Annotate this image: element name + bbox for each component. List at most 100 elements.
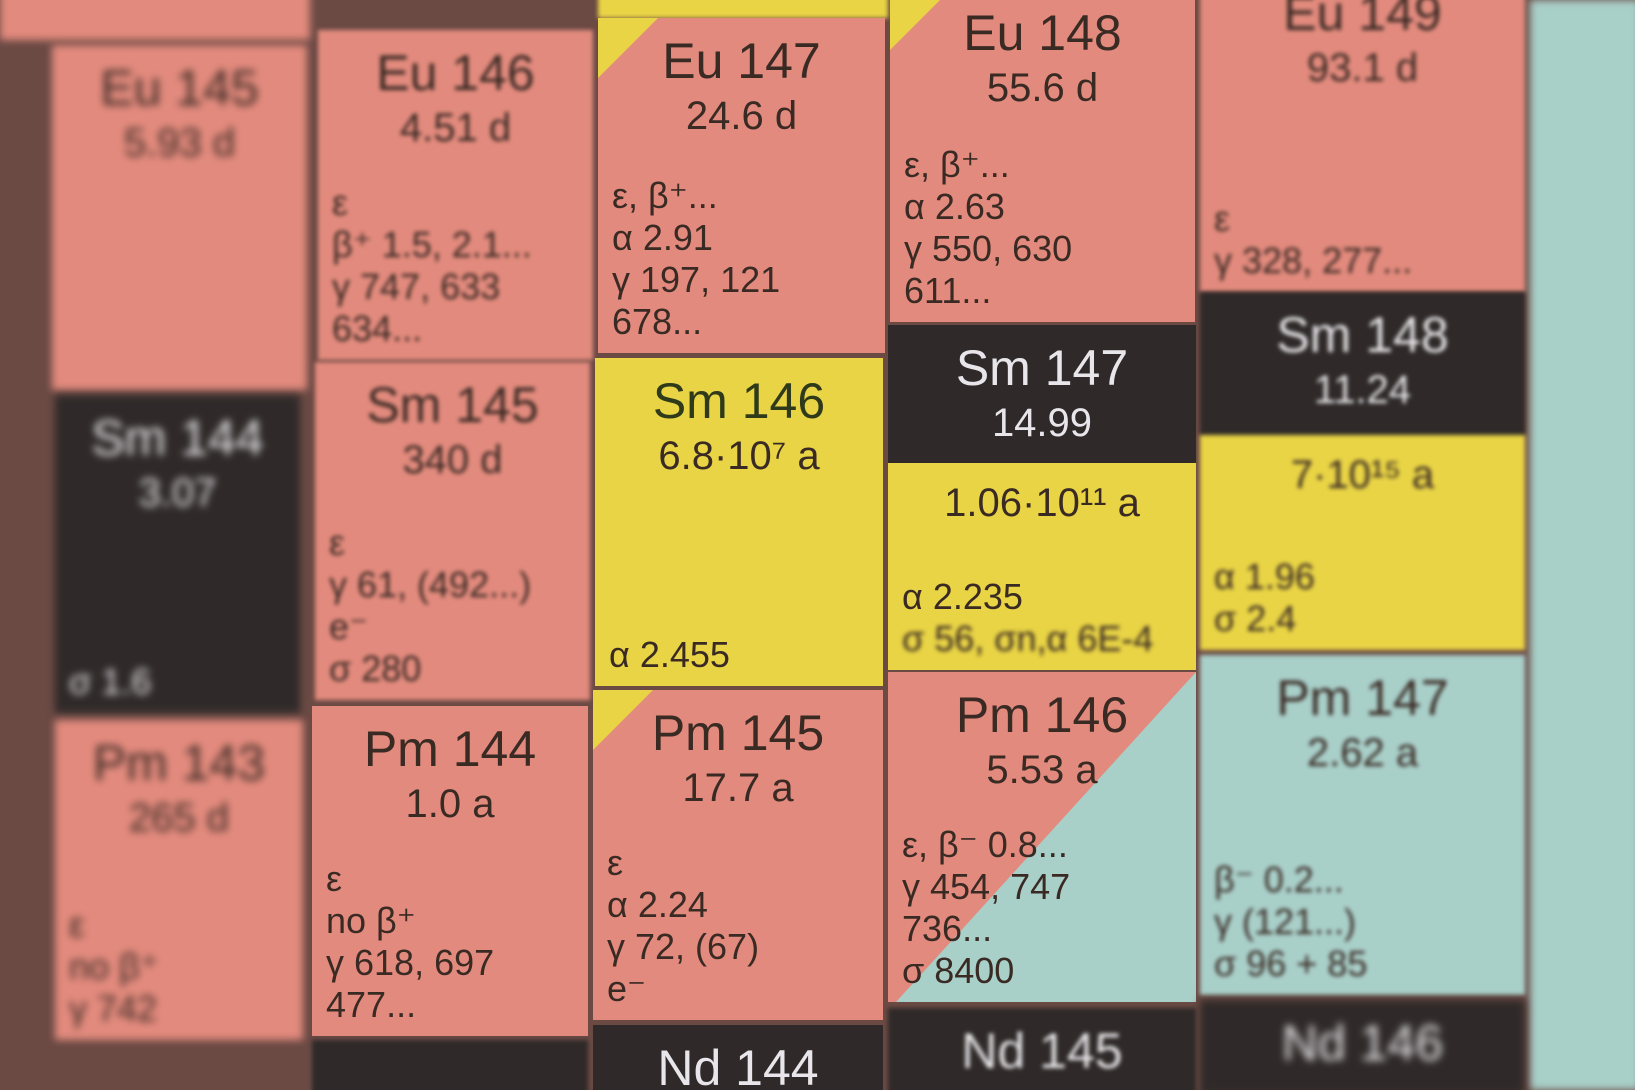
nuclide-name: Nd 144: [657, 1040, 819, 1090]
alpha-corner: [598, 18, 658, 78]
decay-lines: ε γ 328, 277...: [1214, 198, 1412, 282]
nuclide-name: Eu 148: [963, 5, 1122, 61]
half-life: 5.93 d: [123, 121, 236, 165]
half-life: 7·10¹⁵ a: [1290, 453, 1435, 498]
nuclide-name: Pm 146: [955, 687, 1129, 743]
decay-lines: α 1.96 σ 2.4: [1214, 556, 1315, 640]
nuclide-name: Sm 145: [366, 377, 539, 433]
cell-sm146: Sm 146 6.8·10⁷ a α 2.455: [595, 358, 883, 686]
decay-line: ε, β⁺...: [904, 144, 1010, 185]
decay-line: ε: [326, 858, 343, 899]
cell-nd143: [312, 1040, 588, 1090]
decay-line: γ 618, 697: [326, 942, 495, 983]
nuclide-name: Eu 145: [100, 60, 259, 116]
cell-nd144: Nd 144: [593, 1025, 883, 1090]
decay-lines: ε no β⁺ γ 742: [69, 904, 159, 1030]
half-life: 1.06·10¹¹ a: [944, 481, 1140, 525]
nuclide-name: Pm 147: [1276, 670, 1449, 726]
decay-line: σ 1.6: [69, 661, 152, 702]
cell-pm145: Pm 145 17.7 a ε α 2.24 γ 72, (67) e⁻: [593, 690, 883, 1020]
decay-line: σ 2.4: [1214, 598, 1297, 639]
nuclide-name: Sm 147: [955, 340, 1129, 396]
half-life: 265 d: [128, 796, 230, 840]
decay-lines: β⁻ 0.2... γ (121...) σ 96 + 85: [1214, 859, 1367, 985]
cell-eu148: Eu 148 55.6 d ε, β⁺... α 2.63 γ 550, 630…: [890, 0, 1195, 322]
beta-minus-half: [896, 672, 1196, 1002]
nuclide-name: Sm 148: [1276, 307, 1449, 363]
cell-pm143: Pm 143 265 d ε no β⁺ γ 742: [55, 720, 303, 1040]
decay-line: ε: [329, 522, 346, 563]
half-life: 5.53 a: [986, 748, 1098, 792]
cell-nd145: Nd 145: [888, 1008, 1196, 1090]
cell-nd146: Nd 146: [1200, 1000, 1525, 1090]
decay-line: ε: [69, 904, 86, 945]
cell-eu146: Eu 146 4.51 d ε β⁺ 1.5, 2.1... γ 747, 63…: [318, 30, 593, 360]
decay-line: 611...: [904, 270, 992, 311]
decay-line: σ 280: [329, 648, 422, 689]
decay-line: 678...: [612, 301, 703, 342]
decay-line: σ 96 + 85: [1214, 943, 1368, 984]
half-life: 1.0 a: [405, 782, 495, 826]
cell-eu147: Eu 147 24.6 d ε, β⁺... α 2.91 γ 197, 121…: [598, 18, 885, 353]
half-life: 6.8·10⁷ a: [658, 434, 820, 478]
half-life: 55.6 d: [986, 66, 1099, 110]
decay-line: α 2.235: [902, 576, 1023, 617]
abundance: 3.07: [138, 471, 217, 515]
decay-line: no β⁺: [69, 946, 159, 987]
decay-line: γ (121...): [1214, 901, 1357, 942]
decay-line: no β⁺: [326, 900, 416, 941]
alpha-corner: [890, 0, 950, 50]
decay-line: β⁺ 1.5, 2.1...: [332, 224, 532, 265]
decay-line: 634...: [332, 308, 423, 349]
decay-line: 477...: [326, 984, 417, 1025]
decay-lines: ε no β⁺ γ 618, 697 477...: [326, 858, 494, 1026]
decay-line: e⁻: [607, 968, 647, 1009]
decay-line: β⁻ 0.2...: [1214, 859, 1344, 900]
alpha-corner: [593, 690, 653, 750]
half-life: 17.7 a: [682, 766, 794, 810]
cell-top-partial: [598, 0, 888, 18]
decay-line: α 2.455: [609, 634, 730, 675]
decay-line: γ 61, (492...): [329, 564, 532, 605]
cell-eu149: Eu 149 93.1 d ε γ 328, 277...: [1200, 0, 1525, 292]
cell-right-edge: [1530, 0, 1635, 1090]
nuclide-name: Eu 147: [662, 33, 821, 89]
cell-eu145: Eu 145 5.93 d: [52, 45, 307, 390]
cell-pm144: Pm 144 1.0 a ε no β⁺ γ 618, 697 477...: [312, 706, 588, 1036]
decay-line: 736...: [902, 908, 993, 949]
decay-lines: ε α 2.24 γ 72, (67) e⁻: [607, 842, 759, 1010]
decay-lines: ε, β⁺... α 2.91 γ 197, 121 678...: [612, 175, 780, 343]
decay-line: α 2.91: [612, 217, 713, 258]
cell-sm144: Sm 144 3.07 σ 1.6: [55, 395, 300, 713]
cell-sm148: Sm 148 11.24 7·10¹⁵ a α 1.96 σ 2.4: [1200, 292, 1525, 650]
decay-lines: α 2.455: [609, 634, 730, 676]
decay-line: γ 197, 121: [612, 259, 781, 300]
decay-lines: α 2.235 σ 56, σn,α 6E-4: [902, 576, 1153, 660]
half-life: 340 d: [402, 438, 503, 482]
cell-top-left: [0, 0, 310, 40]
decay-line: ε: [607, 842, 624, 883]
decay-line: e⁻: [329, 606, 369, 647]
nuclide-name: Eu 146: [376, 45, 535, 101]
decay-line: α 2.24: [607, 884, 708, 925]
nuclide-name: Nd 145: [961, 1023, 1123, 1079]
nuclide-name: Sm 144: [91, 410, 264, 466]
abundance: 11.24: [1313, 368, 1412, 412]
decay-line: σ 8400: [902, 950, 1015, 991]
cell-pm146: Pm 146 5.53 a ε, β⁻ 0.8... γ 454, 747 73…: [888, 672, 1196, 1002]
decay-line: γ 72, (67): [607, 926, 760, 967]
decay-lines: ε γ 61, (492...) e⁻ σ 280: [329, 522, 531, 690]
decay-line: σ 56, σn,α 6E-4: [902, 618, 1154, 659]
decay-lines: ε β⁺ 1.5, 2.1... γ 747, 633 634...: [332, 182, 532, 350]
nuclide-name: Pm 143: [92, 735, 266, 791]
nuclide-name: Sm 146: [652, 373, 826, 429]
half-life: 2.62 a: [1306, 731, 1419, 775]
decay-line: ε, β⁺...: [612, 175, 718, 216]
alpha-band: 7·10¹⁵ a α 1.96 σ 2.4: [1200, 435, 1525, 650]
decay-lines: σ 1.6: [69, 661, 151, 703]
decay-lines: ε, β⁺... α 2.63 γ 550, 630 611...: [904, 144, 1072, 312]
alpha-band: 1.06·10¹¹ a α 2.235 σ 56, σn,α 6E-4: [888, 463, 1196, 670]
decay-line: α 1.96: [1214, 556, 1315, 597]
decay-line: ε: [332, 182, 349, 223]
